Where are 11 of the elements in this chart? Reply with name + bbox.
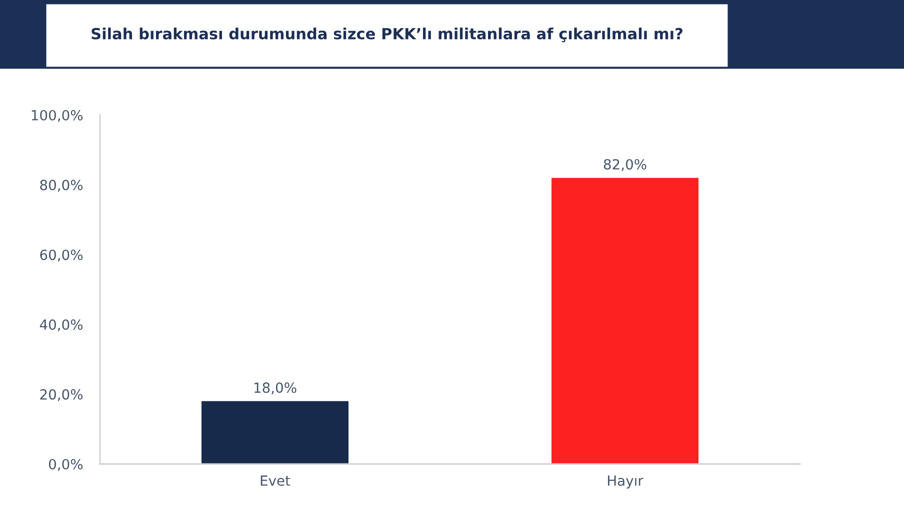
y-tick-label: 0,0%	[48, 458, 83, 471]
x-tick-label: Evet	[260, 476, 290, 486]
data-label: 18,0%	[254, 382, 296, 394]
chart-title: Silah bırakması durumunda sizce PKK’lı militanlara af çıkarılmalı mı?	[92, 28, 682, 42]
y-tick-label: 80,0%	[40, 180, 83, 192]
data-label: 82,0%	[604, 159, 646, 171]
x-tick-label: Hayır	[608, 476, 644, 489]
y-tick-label: 60,0%	[40, 250, 83, 262]
y-tick-label: 20,0%	[40, 389, 83, 402]
y-tick-label: 40,0%	[40, 319, 83, 332]
y-tick-label: 100,0%	[32, 110, 83, 122]
